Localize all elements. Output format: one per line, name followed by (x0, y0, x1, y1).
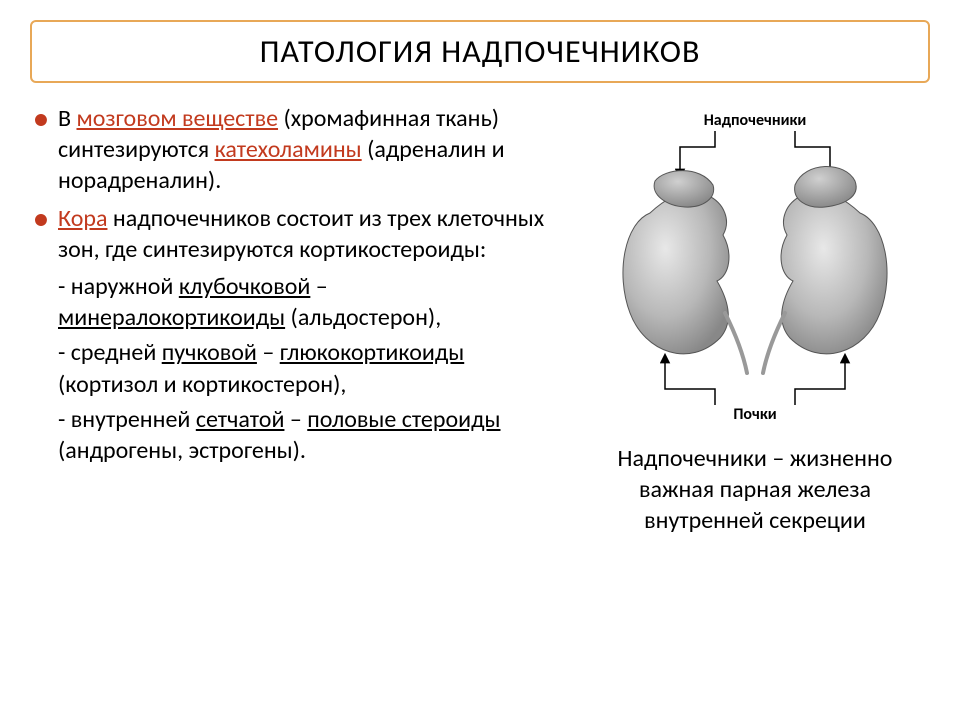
txt: – (257, 338, 280, 367)
keyword: глюкокортикоиды (280, 338, 465, 367)
txt: (кортизол и кортикостерон), (58, 370, 346, 399)
sub-2: - средней пучковой – глюкокортикоиды (ко… (30, 337, 560, 399)
kidney-diagram: Надпочечники Почки (595, 103, 915, 423)
txt: – (284, 405, 307, 434)
txt: - внутренней (58, 405, 196, 434)
sub-3: - внутренней сетчатой – половые стероиды… (30, 404, 560, 466)
keyword: Кора (58, 204, 107, 233)
kidney-label: Почки (733, 405, 776, 423)
txt: В (58, 104, 76, 133)
keyword: минералокортикоиды (58, 303, 285, 332)
bullet-list: В мозговом веществе (хромафинная ткань) … (30, 103, 560, 265)
page-title: ПАТОЛОГИЯ НАДПОЧЕЧНИКОВ (52, 32, 908, 71)
txt: – (310, 272, 327, 301)
title-box: ПАТОЛОГИЯ НАДПОЧЕЧНИКОВ (30, 20, 930, 83)
figure-column: Надпочечники Почки (580, 103, 930, 537)
txt: (андрогены, эстрогены). (58, 436, 306, 465)
keyword: мозговом веществе (76, 104, 278, 133)
content-row: В мозговом веществе (хромафинная ткань) … (30, 103, 930, 537)
keyword: катехоламины (215, 135, 362, 164)
keyword: пучковой (162, 338, 257, 367)
keyword: клубочковой (179, 272, 311, 301)
figure-caption: Надпочечники – жизненно важная парная же… (580, 443, 930, 537)
adrenal-label: Надпочечники (704, 111, 807, 130)
txt: надпочечников состоит из трех клеточных … (58, 204, 544, 264)
txt: (альдостерон), (285, 303, 441, 332)
sub-1: - наружной клубочковой – минералокортико… (30, 271, 560, 333)
bullet-1: В мозговом веществе (хромафинная ткань) … (30, 103, 560, 197)
bullet-2: Кора надпочечников состоит из трех клето… (30, 203, 560, 265)
text-column: В мозговом веществе (хромафинная ткань) … (30, 103, 560, 537)
keyword: половые стероиды (307, 405, 500, 434)
txt: - средней (58, 338, 162, 367)
txt: - наружной (58, 272, 179, 301)
keyword: сетчатой (196, 405, 285, 434)
